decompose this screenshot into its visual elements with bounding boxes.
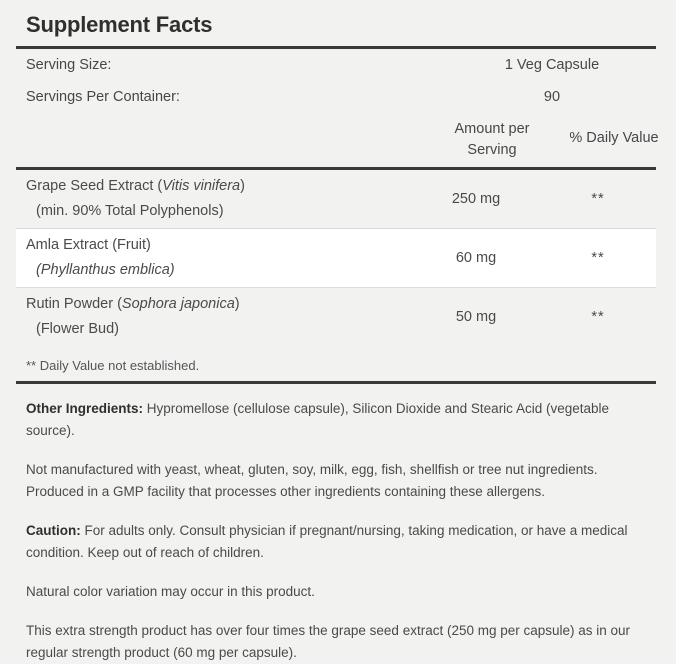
ingredient-name-text: Rutin Powder ( — [26, 296, 122, 312]
ingredient-name-suffix: ) — [240, 178, 245, 194]
ingredient-daily-value: ** — [591, 309, 605, 325]
amount-per-serving-header-line1: Amount per — [454, 121, 530, 137]
servings-per-container-row: Servings Per Container: 90 — [16, 81, 656, 113]
ingredient-daily-value: ** — [591, 191, 605, 207]
daily-value-footnote: ** Daily Value not established. — [26, 358, 200, 373]
footer-divider — [16, 381, 656, 384]
serving-info-section: Serving Size: 1 Veg Capsule Servings Per… — [16, 49, 656, 113]
ingredient-name: Rutin Powder (Sophora japonica) (Flower … — [16, 292, 240, 342]
allergen-paragraph: Not manufactured with yeast, wheat, glut… — [26, 462, 598, 499]
ingredient-amount: 50 mg — [455, 309, 497, 325]
ingredients-table: Grape Seed Extract (Vitis vinifera) (min… — [16, 170, 656, 346]
table-header-divider — [16, 167, 656, 170]
serving-size-value: 1 Veg Capsule — [504, 57, 600, 73]
ingredient-name-text: Amla Extract (Fruit) — [26, 237, 151, 253]
amount-per-serving-header-line2: Serving — [467, 142, 517, 158]
title-divider — [16, 46, 656, 49]
ingredient-botanical-name: Vitis vinifera — [162, 178, 241, 194]
color-variation-paragraph: Natural color variation may occur in thi… — [26, 584, 315, 599]
table-column-headers: Amount per Serving % Daily Value — [16, 113, 659, 167]
serving-size-label: Serving Size: — [26, 57, 112, 73]
ingredient-daily-value: ** — [591, 250, 605, 266]
extra-strength-paragraph: This extra strength product has over fou… — [26, 623, 631, 660]
ingredient-amount: 60 mg — [455, 250, 497, 266]
table-row: Amla Extract (Fruit) (Phyllanthus emblic… — [16, 229, 656, 287]
table-row: Rutin Powder (Sophora japonica) (Flower … — [16, 288, 656, 346]
other-ingredients-text: Hypromellose (cellulose capsule), Silico… — [26, 401, 609, 438]
amount-per-serving-header: Amount per Serving — [422, 119, 562, 161]
row-divider — [16, 287, 656, 288]
ingredient-name: Amla Extract (Fruit) (Phyllanthus emblic… — [16, 233, 175, 283]
supplement-facts-panel: Supplement Facts Serving Size: 1 Veg Cap… — [16, 12, 659, 660]
label-body-text: Other Ingredients: Hypromellose (cellulo… — [16, 384, 656, 664]
servings-per-container-label: Servings Per Container: — [26, 89, 180, 105]
table-row: Grape Seed Extract (Vitis vinifera) (min… — [16, 170, 656, 228]
ingredient-botanical-name: Sophora japonica — [121, 296, 235, 312]
ingredient-name-suffix: ) — [234, 296, 240, 312]
ingredient-amount: 250 mg — [451, 191, 501, 207]
row-divider — [16, 228, 656, 229]
ingredient-name-text: Grape Seed Extract ( — [26, 178, 163, 194]
other-ingredients-paragraph: Other Ingredients: Hypromellose (cellulo… — [26, 398, 650, 442]
page-title: Supplement Facts — [26, 12, 213, 37]
caution-paragraph: Caution: For adults only. Consult physic… — [26, 520, 650, 564]
ingredient-botanical-name: (Phyllanthus emblica) — [36, 262, 175, 278]
caution-label: Caution: — [26, 523, 81, 538]
ingredient-name: Grape Seed Extract (Vitis vinifera) (min… — [16, 174, 245, 224]
percent-daily-value-header: % Daily Value — [569, 130, 659, 146]
ingredient-subtext: (Flower Bud) — [36, 321, 119, 337]
caution-text: For adults only. Consult physician if pr… — [26, 523, 628, 560]
other-ingredients-label: Other Ingredients: — [26, 401, 144, 416]
servings-per-container-value: 90 — [543, 89, 561, 105]
serving-size-row: Serving Size: 1 Veg Capsule — [16, 49, 656, 81]
ingredient-subtext: (min. 90% Total Polyphenols) — [36, 203, 224, 219]
